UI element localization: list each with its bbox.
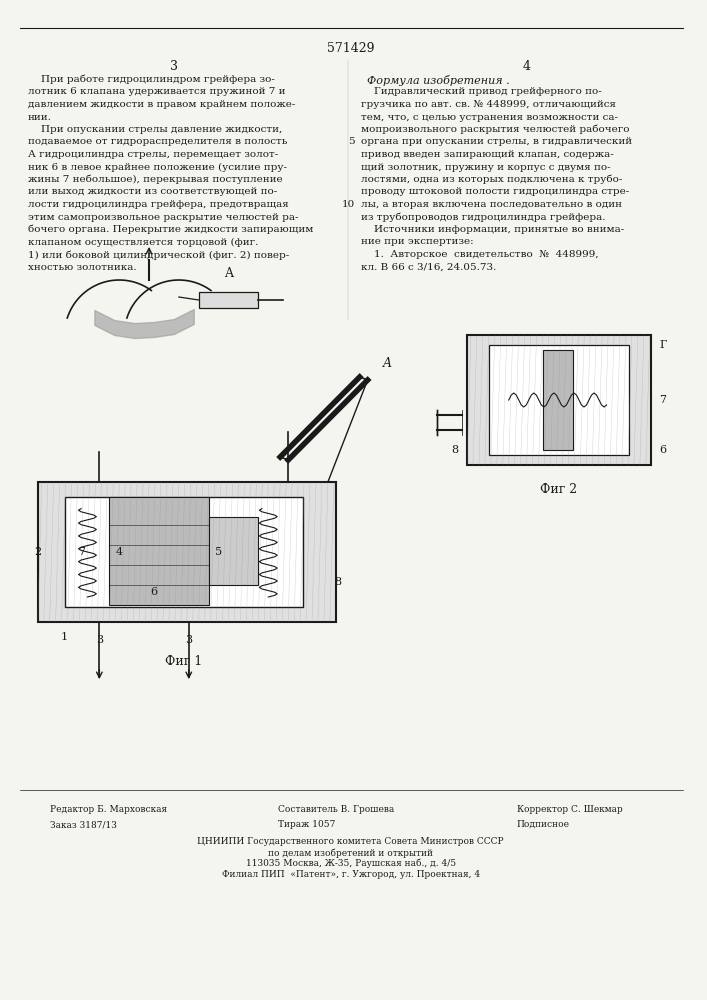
Text: Источники информации, принятые во внима-: Источники информации, принятые во внима- — [361, 225, 624, 234]
Text: Г: Г — [659, 340, 667, 350]
Text: Подписное: Подписное — [517, 820, 570, 829]
Text: При работе гидроцилиндром грейфера зо-: При работе гидроцилиндром грейфера зо- — [28, 75, 275, 85]
Text: 8: 8 — [334, 577, 341, 587]
Text: Корректор С. Шекмар: Корректор С. Шекмар — [517, 805, 622, 814]
Text: из трубопроводов гидроцилиндра грейфера.: из трубопроводов гидроцилиндра грейфера. — [361, 213, 605, 222]
Text: 113035 Москва, Ж-35, Раушская наб., д. 4/5: 113035 Москва, Ж-35, Раушская наб., д. 4… — [245, 859, 456, 868]
Text: органа при опускании стрелы, в гидравлический: органа при опускании стрелы, в гидравлич… — [361, 137, 632, 146]
Text: лы, а вторая включена последовательно в один: лы, а вторая включена последовательно в … — [361, 200, 621, 209]
Text: этим самопроизвольное раскрытие челюстей ра-: этим самопроизвольное раскрытие челюстей… — [28, 213, 298, 222]
Bar — [489, 345, 629, 455]
Text: A: A — [224, 267, 233, 280]
Text: лостями, одна из которых подключена к трубо-: лостями, одна из которых подключена к тр… — [361, 175, 622, 184]
Text: или выход жидкости из соответствующей по-: или выход жидкости из соответствующей по… — [28, 188, 277, 196]
Text: 1.  Авторское  свидетельство  №  448999,: 1. Авторское свидетельство № 448999, — [361, 250, 598, 259]
Text: лотник 6 клапана удерживается пружиной 7 и: лотник 6 клапана удерживается пружиной 7… — [28, 88, 286, 97]
Text: 1: 1 — [61, 632, 68, 642]
Text: А гидроцилиндра стрелы, перемещает золот-: А гидроцилиндра стрелы, перемещает золот… — [28, 150, 278, 159]
Text: жины 7 небольшое), перекрывая поступление: жины 7 небольшое), перекрывая поступлени… — [28, 175, 282, 184]
Text: бочего органа. Перекрытие жидкости запирающим: бочего органа. Перекрытие жидкости запир… — [28, 225, 313, 234]
Text: Составитель В. Грошева: Составитель В. Грошева — [279, 805, 395, 814]
Text: 8: 8 — [452, 445, 459, 455]
Text: подаваемое от гидрораспределителя в полость: подаваемое от гидрораспределителя в поло… — [28, 137, 287, 146]
Text: ник 6 в левое крайнее положение (усилие пру-: ник 6 в левое крайнее положение (усилие … — [28, 162, 287, 172]
Text: грузчика по авт. св. № 448999, отличающийся: грузчика по авт. св. № 448999, отличающи… — [361, 100, 616, 109]
Bar — [64, 497, 303, 607]
Text: 7: 7 — [659, 395, 666, 405]
Text: проводу штоковой полости гидроцилиндра стре-: проводу штоковой полости гидроцилиндра с… — [361, 188, 629, 196]
Text: 3: 3 — [185, 635, 192, 645]
Text: хностью золотника.: хностью золотника. — [28, 262, 136, 271]
Text: 4: 4 — [522, 60, 531, 73]
Text: 4: 4 — [116, 547, 123, 557]
Text: 3: 3 — [170, 60, 178, 73]
Text: Гидравлический привод грейферного по-: Гидравлический привод грейферного по- — [361, 88, 602, 97]
Text: При опускании стрелы давление жидкости,: При опускании стрелы давление жидкости, — [28, 125, 282, 134]
Text: привод введен запирающий клапан, содержа-: привод введен запирающий клапан, содержа… — [361, 150, 614, 159]
Text: мопроизвольного раскрытия челюстей рабочего: мопроизвольного раскрытия челюстей рабоч… — [361, 125, 629, 134]
Text: тем, что, с целью устранения возможности са-: тем, что, с целью устранения возможности… — [361, 112, 618, 121]
Bar — [37, 482, 336, 622]
Text: давлением жидкости в правом крайнем положе-: давлением жидкости в правом крайнем поло… — [28, 100, 296, 109]
Text: 1) или боковой цилиндрической (фиг. 2) повер-: 1) или боковой цилиндрической (фиг. 2) п… — [28, 250, 289, 259]
Bar — [467, 335, 651, 465]
Text: 5: 5 — [348, 137, 355, 146]
Text: Фиг 2: Фиг 2 — [540, 483, 577, 496]
Text: 3: 3 — [95, 635, 103, 645]
Text: 10: 10 — [341, 200, 355, 209]
Text: A: A — [383, 357, 392, 370]
Text: Фиг 1: Фиг 1 — [165, 655, 202, 668]
Text: Тираж 1057: Тираж 1057 — [279, 820, 336, 829]
Text: 2: 2 — [34, 547, 41, 557]
Bar — [199, 292, 258, 308]
Text: Заказ 3187/13: Заказ 3187/13 — [49, 820, 117, 829]
Text: 6: 6 — [151, 587, 158, 597]
Text: нии.: нии. — [28, 112, 52, 121]
Text: ние при экспертизе:: ние при экспертизе: — [361, 237, 473, 246]
Text: Филиал ПИП  «Патент», г. Ужгород, ул. Проектная, 4: Филиал ПИП «Патент», г. Ужгород, ул. Про… — [222, 870, 480, 879]
Text: щий золотник, пружину и корпус с двумя по-: щий золотник, пружину и корпус с двумя п… — [361, 162, 610, 172]
Text: кл. В 66 с 3/16, 24.05.73.: кл. В 66 с 3/16, 24.05.73. — [361, 262, 496, 271]
Text: 571429: 571429 — [327, 42, 375, 55]
Text: ЦНИИПИ Государственного комитета Совета Министров СССР: ЦНИИПИ Государственного комитета Совета … — [197, 837, 504, 846]
Text: по делам изобретений и открытий: по делам изобретений и открытий — [268, 848, 433, 857]
Text: 7: 7 — [78, 547, 85, 557]
Text: 6: 6 — [659, 445, 666, 455]
Text: 5: 5 — [215, 547, 222, 557]
Bar — [209, 517, 258, 585]
Text: лости гидроцилиндра грейфера, предотвращая: лости гидроцилиндра грейфера, предотвращ… — [28, 200, 288, 209]
Text: Формула изобретения .: Формула изобретения . — [368, 75, 510, 86]
Bar — [544, 350, 573, 450]
Bar — [110, 497, 209, 605]
Text: Редактор Б. Марховская: Редактор Б. Марховская — [49, 805, 167, 814]
Text: клапаном осуществляется торцовой (фиг.: клапаном осуществляется торцовой (фиг. — [28, 237, 258, 247]
